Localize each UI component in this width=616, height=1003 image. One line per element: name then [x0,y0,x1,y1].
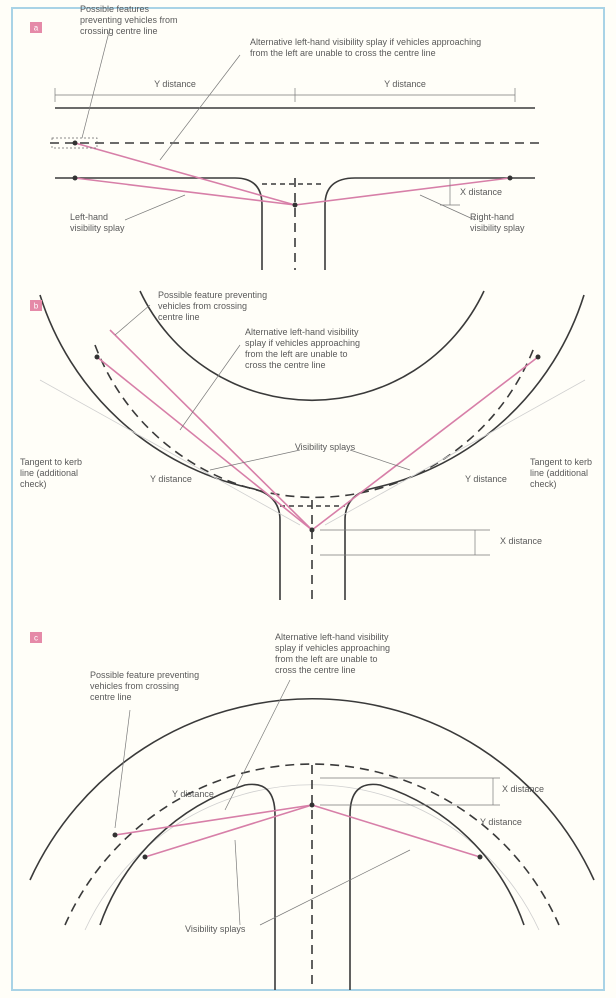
panel-tag: a [34,24,39,33]
label-line: from the left are unable to cross the ce… [250,48,436,58]
frame [11,7,605,991]
label-line: Possible features [80,4,150,14]
label-line: Alternative left-hand visibility [245,327,359,337]
panel-tag-box [30,22,42,33]
label-line: visibility splay [70,223,125,233]
label-line: cross the centre line [245,360,326,370]
label-line: Y distance [465,474,507,484]
label-line: Visibility splays [185,924,246,934]
label: Tangent to kerb line (additional check) [20,457,82,489]
label: Y distance [480,817,522,827]
panel-tag: b [34,302,39,311]
panel-b-drawing [39,290,586,600]
label: Tangent to kerb line (additional check) [530,457,592,489]
label: Left-hand visibility splay [70,212,125,233]
label: Y distance [384,79,426,89]
label-line: Tangent to kerb [530,457,592,467]
label: Alternative left-hand visibility splay if… [245,327,360,370]
label-line: check) [20,479,47,489]
label-line: from the left are unable to [245,349,348,359]
label-line: X distance [460,187,502,197]
label: Possible features preventing vehicles fro… [80,4,178,36]
label-line: Y distance [172,789,214,799]
panel-tag: c [34,634,38,643]
label-line: Visibility splays [295,442,356,452]
panel-tag-box [30,632,42,643]
label-line: vehicles from crossing [158,301,247,311]
panel-tag-box [30,300,42,311]
label-line: Possible feature preventing [158,290,267,300]
label: Y distance [154,79,196,89]
label-line: Y distance [384,79,426,89]
label-line: Y distance [480,817,522,827]
label-line: Left-hand [70,212,108,222]
label-line: Alternative left-hand visibility splay i… [250,37,481,47]
label-line: splay if vehicles approaching [275,643,390,653]
label: Visibility splays [185,924,246,934]
label-line: crossing centre line [80,26,158,36]
label-line: Alternative left-hand visibility [275,632,389,642]
label: Right-hand visibility splay [470,212,525,233]
label: X distance [500,536,542,546]
label-line: cross the centre line [275,665,356,675]
label-line: visibility splay [470,223,525,233]
label-line: vehicles from crossing [90,681,179,691]
label: Y distance [172,789,214,799]
label-line: Tangent to kerb [20,457,82,467]
label-line: X distance [502,784,544,794]
label-line: preventing vehicles from [80,15,178,25]
label-line: line (additional [530,468,588,478]
panel-a-drawing [50,27,540,270]
label: Possible feature preventing vehicles from… [158,290,267,322]
label-line: X distance [500,536,542,546]
label-line: Y distance [150,474,192,484]
label-line: Possible feature preventing [90,670,199,680]
label-line: splay if vehicles approaching [245,338,360,348]
label-line: line (additional [20,468,78,478]
label-line: centre line [90,692,132,702]
label-line: from the left are unable to [275,654,378,664]
label: Y distance [150,474,192,484]
label: Alternative left-hand visibility splay i… [250,37,481,58]
label: X distance [460,187,502,197]
label-line: Right-hand [470,212,514,222]
label: Alternative left-hand visibility splay if… [275,632,390,675]
label: Possible feature preventing vehicles from… [90,670,199,702]
label-line: Y distance [154,79,196,89]
label: Visibility splays [295,442,356,452]
label: Y distance [465,474,507,484]
label-line: check) [530,479,557,489]
label: X distance [502,784,544,794]
panel-c-drawing [29,679,595,990]
label-line: centre line [158,312,200,322]
